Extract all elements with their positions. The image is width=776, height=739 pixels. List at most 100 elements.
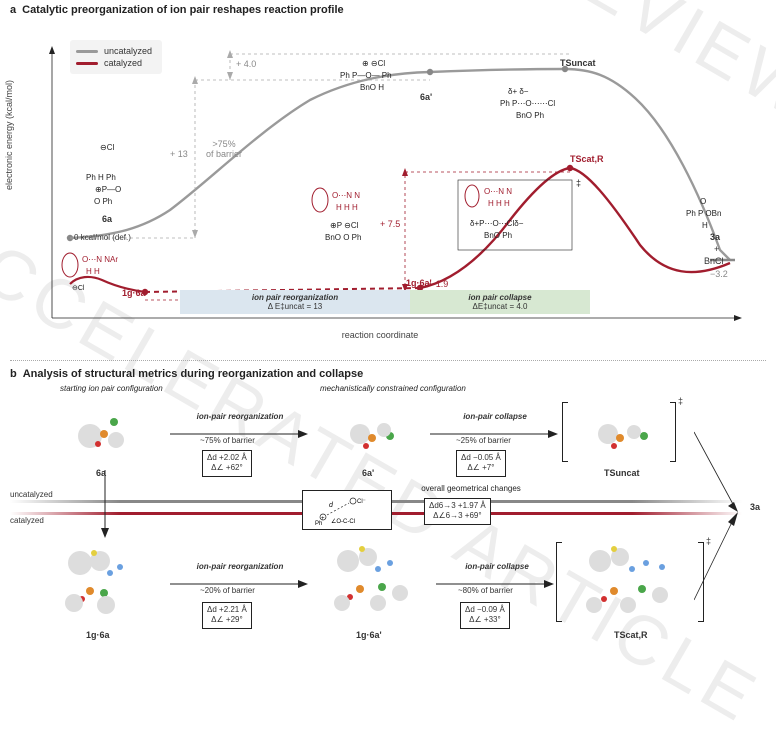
- svg-text:Ph H Ph: Ph H Ph: [86, 173, 116, 182]
- label-ts-cat: TScat,R: [570, 154, 604, 164]
- mol-label-ts-uncat: TSuncat: [604, 468, 640, 478]
- mol-6a-prime: [320, 396, 430, 466]
- struct-1g6a: O⋯N NAr H H ⊖Cl: [62, 253, 118, 292]
- panel-a-title: aCatalytic preorganization of ion pair r…: [10, 4, 766, 16]
- barrier-cat-collapse: ~80% of barrier: [458, 586, 513, 595]
- svg-text:H H: H H: [86, 267, 100, 276]
- svg-text:Ph: Ph: [315, 521, 322, 527]
- mol-label-1g6a: 1g·6a: [86, 630, 110, 640]
- struct-ts-uncat: δ+ δ− Ph P⋯O⋯⋯Cl BnO Ph: [500, 87, 555, 120]
- svg-text:⊕P—O: ⊕P—O: [95, 185, 121, 194]
- svg-text:Ph P—O— Ph: Ph P—O— Ph: [340, 71, 392, 80]
- reaction-profile-chart: ⊖Cl Ph H Ph ⊕P—O O Ph ⊕ ⊖Cl Ph P—O— Ph B…: [10, 20, 750, 340]
- mol-6a: [50, 396, 160, 466]
- struct-1g6a-prime: O⋯N N H H H ⊕P ⊖Cl BnO O Ph: [312, 188, 361, 242]
- svg-text:d: d: [329, 502, 334, 509]
- metric-d-cat-collapse: Δd −0.09 Å: [465, 605, 505, 615]
- ref-energy: 0 kcal/mol (def.): [74, 234, 131, 243]
- svg-text:BnO Ph: BnO Ph: [516, 111, 544, 120]
- svg-text:‡: ‡: [576, 178, 581, 188]
- ts-dagger-cat: ‡: [706, 536, 711, 546]
- metric-ang-cat-reorg: Δ∠ +29°: [207, 615, 247, 625]
- label-6a: 6a: [102, 214, 112, 224]
- legend-label-cat: catalyzed: [104, 58, 142, 68]
- struct-6a-prime: ⊕ ⊖Cl Ph P—O— Ph BnO H: [340, 59, 392, 92]
- svg-text:⊖Cl: ⊖Cl: [72, 285, 85, 292]
- label-1g6a-prime: 1g·6a': [406, 278, 432, 288]
- box-reorg-delta: Δ E‡uncat = 13: [186, 302, 404, 311]
- legend-swatch-cat: [76, 62, 98, 65]
- header-starting: starting ion pair configuration: [60, 384, 163, 393]
- label-6a-prime: 6a': [420, 92, 432, 102]
- metrics-cat-reorg: Δd +2.21 Å Δ∠ +29°: [202, 602, 252, 629]
- y-axis-label: electronic energy (kcal/mol): [4, 80, 14, 190]
- band-label-uncat: uncatalyzed: [10, 490, 53, 499]
- mol-label-6a-prime: 6a': [362, 468, 374, 478]
- panel-b-title-text: Analysis of structural metrics during re…: [23, 368, 363, 380]
- product-label: 3a: [750, 502, 760, 512]
- label-1g6a: 1g·6a: [122, 288, 146, 298]
- metric-d-uncat-reorg: Δd +2.02 Å: [207, 453, 247, 463]
- svg-text:⊕P ⊖Cl: ⊕P ⊖Cl: [330, 221, 359, 230]
- legend: uncatalyzed catalyzed: [70, 40, 162, 74]
- svg-text:O Ph: O Ph: [94, 197, 112, 206]
- svg-text:Ph P OBn: Ph P OBn: [686, 209, 721, 218]
- panel-a-letter: a: [10, 4, 16, 16]
- svg-text:BnO O Ph: BnO O Ph: [325, 233, 361, 242]
- legend-row-cat: catalyzed: [76, 58, 152, 68]
- svg-text:H: H: [702, 221, 708, 230]
- metrics-uncat-reorg: Δd +2.02 Å Δ∠ +62°: [202, 450, 252, 477]
- arrow-uncat-to-cat: [98, 470, 112, 540]
- product-energy: −3.2: [710, 270, 728, 280]
- svg-text:⊕ ⊖Cl: ⊕ ⊖Cl: [362, 59, 385, 68]
- gray-barrier-val: + 13: [170, 150, 188, 160]
- metrics-uncat-collapse: Δd −0.05 Å Δ∠ +7°: [456, 450, 506, 477]
- mol-ts-cat: [562, 540, 702, 625]
- box-collapse-title: ion pair collapse: [416, 293, 584, 302]
- svg-text:O⋯N NAr: O⋯N NAr: [82, 255, 118, 264]
- label-ts-uncat: TSuncat: [560, 58, 596, 68]
- barrier-uncat-collapse: ~25% of barrier: [456, 436, 511, 445]
- band-label-cat: catalyzed: [10, 516, 44, 525]
- label-uncat-reorg: ion-pair reorganization: [180, 412, 300, 421]
- label-plus: +: [714, 244, 719, 254]
- mol-label-ts-cat: TScat,R: [614, 630, 648, 640]
- svg-text:H H H: H H H: [488, 199, 510, 208]
- x-axis-label: reaction coordinate: [342, 330, 419, 340]
- struct-product: O Ph P OBn H: [686, 197, 721, 230]
- metrics-cat-collapse: Δd −0.09 Å Δ∠ +33°: [460, 602, 510, 629]
- barrier-uncat-reorg: ~75% of barrier: [200, 436, 255, 445]
- overall-header: overall geometrical changes: [406, 484, 536, 493]
- svg-text:O: O: [700, 197, 706, 206]
- panel-b-title: bAnalysis of structural metrics during r…: [10, 368, 766, 380]
- metrics-overall: Δd6→3 +1.97 Å Δ∠6→3 +69°: [424, 498, 491, 525]
- label-cat-reorg: ion-pair reorganization: [180, 562, 300, 571]
- svg-text:BnO Ph: BnO Ph: [484, 231, 512, 240]
- label-cat-collapse: ion-pair collapse: [442, 562, 552, 571]
- metric-d-overall: Δd6→3 +1.97 Å: [429, 501, 486, 511]
- legend-swatch-uncat: [76, 50, 98, 53]
- mol-ts-uncat: [570, 396, 680, 466]
- panel-b: bAnalysis of structural metrics during r…: [10, 368, 766, 644]
- metric-ang-uncat-collapse: Δ∠ +7°: [461, 463, 501, 473]
- svg-text:δ+P⋯O⋯Clδ−: δ+P⋯O⋯Clδ−: [470, 219, 524, 228]
- panel-divider: [10, 360, 766, 361]
- curve-catalyzed-main: [420, 168, 730, 288]
- svg-text:Cl⁻: Cl⁻: [357, 499, 366, 505]
- panel-a: aCatalytic preorganization of ion pair r…: [10, 4, 766, 340]
- svg-text:BnO H: BnO H: [360, 83, 384, 92]
- metric-ang-cat-collapse: Δ∠ +33°: [465, 615, 505, 625]
- metric-d-cat-reorg: Δd +2.21 Å: [207, 605, 247, 615]
- box-collapse-delta: ΔE‡uncat = 4.0: [416, 302, 584, 311]
- svg-text:∠O-C-Cl: ∠O-C-Cl: [331, 518, 355, 525]
- gray-barrier-pct: >75% of barrier: [206, 140, 242, 160]
- barrier-cat-reorg: ~20% of barrier: [200, 586, 255, 595]
- svg-text:O⋯N N: O⋯N N: [332, 191, 360, 200]
- box-reorg: ion pair reorganization Δ E‡uncat = 13: [180, 290, 410, 314]
- gray-ts-delta: + 4.0: [236, 60, 256, 70]
- metric-ang-overall: Δ∠6→3 +69°: [429, 511, 486, 521]
- mol-1g6a-prime: [310, 540, 440, 625]
- legend-row-uncat: uncatalyzed: [76, 46, 152, 56]
- mol-1g6a: [40, 540, 170, 625]
- legend-label-uncat: uncatalyzed: [104, 46, 152, 56]
